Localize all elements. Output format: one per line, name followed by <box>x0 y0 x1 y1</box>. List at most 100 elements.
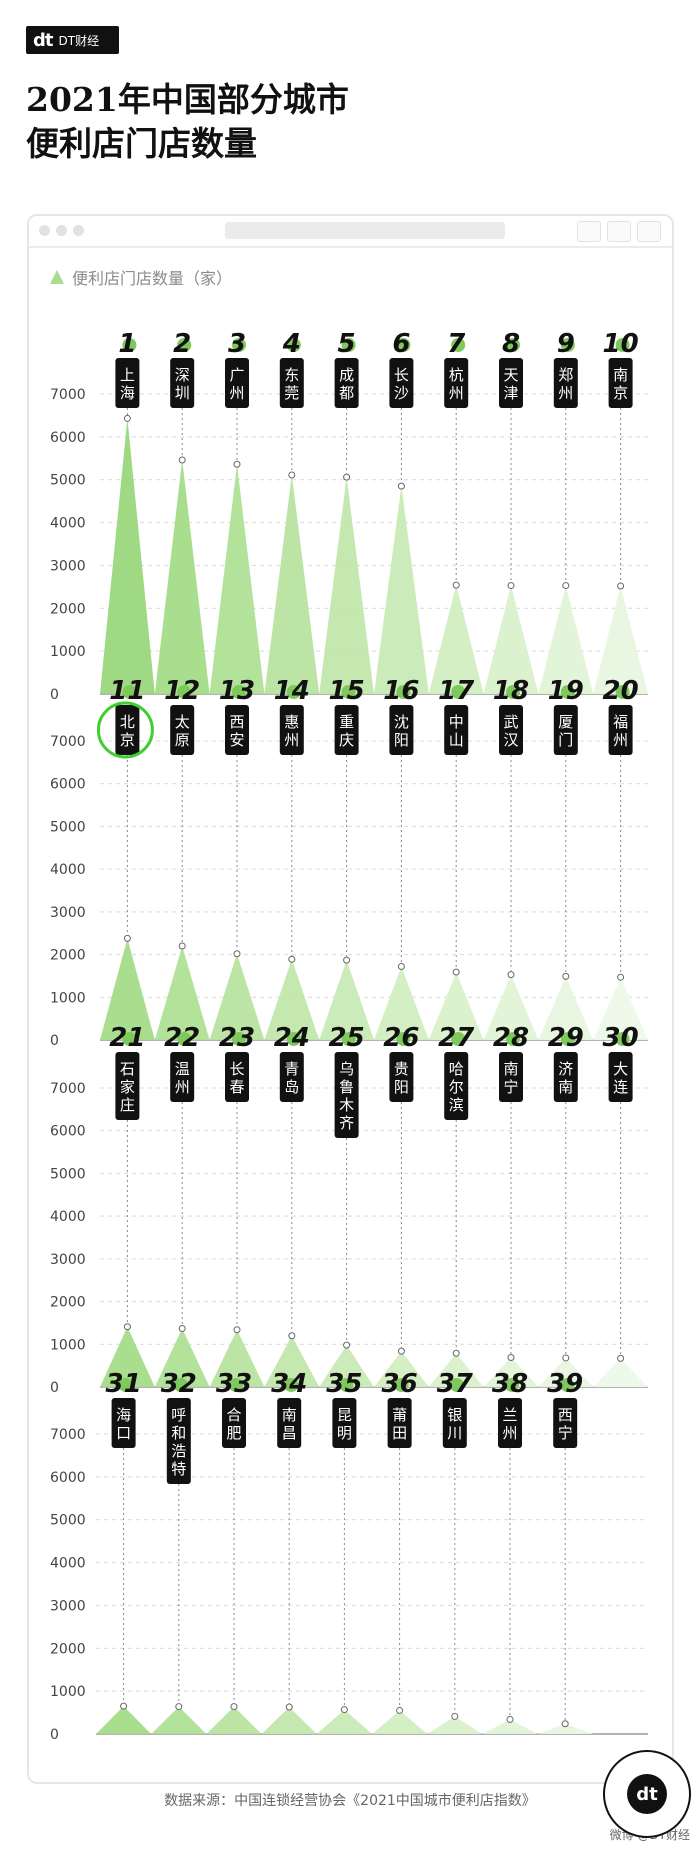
rank-label: 4 <box>282 329 301 359</box>
city-label-char: 明 <box>337 1424 352 1442</box>
city-label-box <box>608 1052 633 1102</box>
city-label-char: 沙 <box>394 384 409 402</box>
y-tick-label: 2000 <box>50 1641 86 1657</box>
city-label-box <box>279 358 304 408</box>
rank-dot <box>615 1032 630 1046</box>
city-label-char: 特 <box>171 1460 186 1478</box>
city-label-char: 连 <box>613 1078 628 1096</box>
city-label-char: 鲁 <box>339 1078 354 1096</box>
city-label-box <box>553 705 578 755</box>
rank-dot <box>341 1032 356 1046</box>
y-tick-label: 5000 <box>50 1513 86 1529</box>
peak-marker <box>288 955 296 963</box>
y-tick-label: 3000 <box>50 905 86 921</box>
rank-label: 39 <box>547 1369 583 1399</box>
city-label-char: 州 <box>284 731 299 749</box>
city-label-box <box>553 1398 578 1448</box>
city-label-char: 福 <box>613 713 628 731</box>
rank-label: 34 <box>271 1369 307 1399</box>
city-label-char: 齐 <box>339 1114 354 1132</box>
city-label-char: 深 <box>175 366 190 384</box>
city-label-char: 海 <box>116 1406 131 1424</box>
city-label-char: 门 <box>558 731 573 749</box>
rank-dot <box>560 685 575 699</box>
data-triangle <box>428 585 484 694</box>
data-triangle <box>264 959 320 1040</box>
rank-label: 25 <box>329 1023 365 1053</box>
rank-label: 6 <box>392 329 410 359</box>
rank-dot <box>396 338 411 352</box>
data-triangle <box>428 972 484 1040</box>
rank-dot <box>451 338 466 352</box>
window-icon <box>637 221 661 242</box>
rank-dot <box>177 1032 192 1046</box>
city-label-box <box>553 1052 578 1102</box>
city-label-box <box>553 358 578 408</box>
rank-dot <box>615 685 630 699</box>
rank-label: 19 <box>548 676 584 706</box>
rank-label: 9 <box>557 329 575 359</box>
y-tick-label: 2000 <box>50 1295 86 1311</box>
city-label-char: 海 <box>120 384 135 402</box>
peak-marker <box>506 1715 514 1723</box>
y-tick-label: 5000 <box>50 819 86 835</box>
city-label-char: 原 <box>175 731 190 749</box>
rank-label: 32 <box>161 1369 197 1399</box>
city-label-char: 北 <box>120 713 135 731</box>
rank-label: 38 <box>492 1369 528 1399</box>
y-tick-label: 2000 <box>50 948 86 964</box>
city-label-char: 中 <box>449 713 464 731</box>
city-label-char: 东 <box>284 366 299 384</box>
data-triangle <box>319 477 374 694</box>
rank-dot <box>451 685 466 699</box>
peak-marker <box>617 1354 625 1362</box>
data-triangle <box>264 475 320 694</box>
rank-label: 36 <box>382 1369 418 1399</box>
city-label-char: 惠 <box>284 713 299 731</box>
peak-marker <box>452 1349 460 1357</box>
data-triangle <box>209 953 265 1040</box>
city-label-char: 莞 <box>284 384 299 402</box>
peak-marker <box>178 942 186 950</box>
city-label-char: 贵 <box>394 1060 409 1078</box>
peak-marker <box>233 460 241 468</box>
city-label-char: 宁 <box>503 1078 518 1096</box>
y-tick-label: 0 <box>50 1380 59 1396</box>
rank-dot <box>122 1032 137 1046</box>
peak-marker <box>507 582 515 590</box>
data-triangle <box>372 1710 428 1734</box>
peak-marker <box>562 1354 570 1362</box>
city-label-char: 郑 <box>558 366 573 384</box>
data-triangle <box>427 1716 483 1734</box>
city-label-char: 杭 <box>449 366 464 384</box>
city-label-box <box>499 358 523 408</box>
data-triangle <box>374 966 429 1040</box>
y-tick-label: 4000 <box>50 862 86 878</box>
peak-marker <box>343 956 351 964</box>
rank-dot <box>229 1378 243 1392</box>
rank-label: 28 <box>493 1023 529 1053</box>
address-bar <box>225 222 505 239</box>
rank-dot <box>177 685 192 699</box>
peak-marker <box>120 1702 128 1710</box>
y-tick-label: 1000 <box>50 990 86 1006</box>
city-label-box <box>170 1052 195 1102</box>
city-label-box <box>334 705 359 755</box>
data-triangle <box>154 1328 210 1387</box>
rank-dot <box>232 338 246 352</box>
peak-marker <box>561 1720 569 1728</box>
rank-dot <box>505 1378 519 1392</box>
rank-label: 16 <box>383 676 419 706</box>
city-label-box <box>444 358 469 408</box>
title-line-2: 便利店门店数量 <box>26 124 257 163</box>
city-label-box <box>444 1052 469 1120</box>
city-label-char: 阳 <box>394 731 409 749</box>
data-triangle <box>593 586 648 694</box>
data-triangle <box>316 1709 372 1734</box>
city-label-char: 山 <box>449 731 464 749</box>
city-label-char: 木 <box>339 1096 354 1114</box>
data-triangle <box>209 1329 265 1387</box>
city-label-char: 南 <box>282 1406 297 1424</box>
brand-logo: dt DT财经 <box>26 26 119 54</box>
